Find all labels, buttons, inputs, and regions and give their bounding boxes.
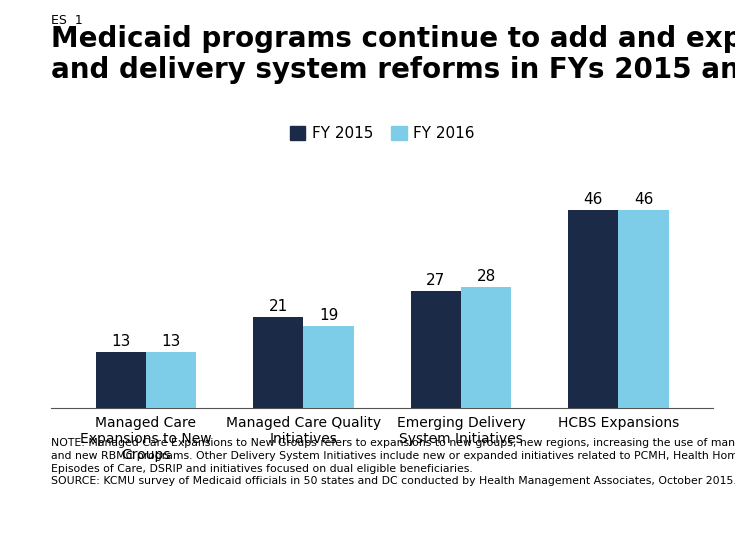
Text: FAMILY: FAMILY (646, 500, 711, 518)
Text: 13: 13 (111, 334, 130, 349)
Text: 28: 28 (476, 269, 496, 284)
Text: KAISER: KAISER (645, 479, 713, 496)
Text: 21: 21 (268, 299, 288, 314)
Text: NOTE: Managed Care Expansions to New Groups refers to expansions to new groups, : NOTE: Managed Care Expansions to New Gro… (51, 438, 735, 487)
Legend: FY 2015, FY 2016: FY 2015, FY 2016 (290, 126, 474, 142)
Text: THE HENRY J.: THE HENRY J. (653, 460, 704, 469)
Bar (618, 209, 669, 408)
Bar (253, 317, 304, 408)
Text: Medicaid programs continue to add and expand payment
and delivery system reforms: Medicaid programs continue to add and ex… (51, 25, 735, 84)
Bar (568, 209, 618, 408)
Bar (411, 291, 461, 408)
Text: 13: 13 (162, 334, 181, 349)
Text: 46: 46 (584, 192, 603, 207)
Text: FOUNDATION: FOUNDATION (653, 526, 704, 534)
Bar (146, 352, 196, 408)
Bar (96, 352, 146, 408)
Text: 27: 27 (426, 273, 445, 288)
Bar (304, 326, 354, 408)
Bar (461, 287, 512, 408)
Text: 19: 19 (319, 308, 338, 323)
Text: 46: 46 (634, 192, 653, 207)
Text: ES  1: ES 1 (51, 14, 83, 27)
